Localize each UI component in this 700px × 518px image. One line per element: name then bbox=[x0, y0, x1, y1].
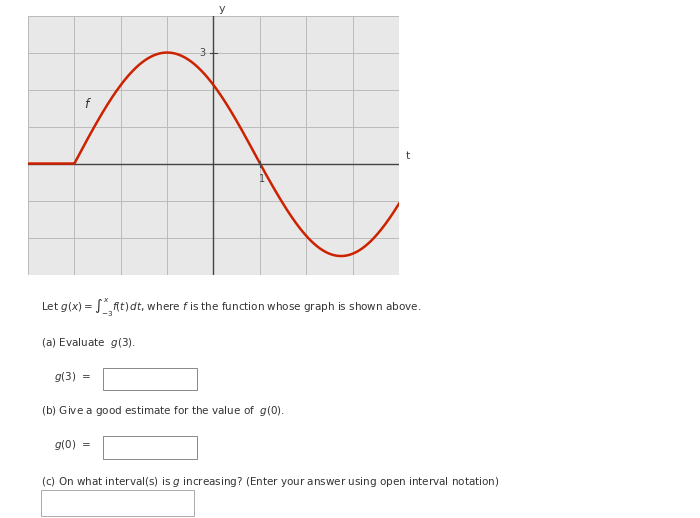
Text: (c) On what interval(s) is $g$ increasing? (Enter your answer using open interva: (c) On what interval(s) is $g$ increasin… bbox=[41, 474, 500, 488]
Text: 1: 1 bbox=[259, 174, 265, 184]
Text: 3: 3 bbox=[199, 48, 205, 57]
Text: (a) Evaluate  $g(3)$.: (a) Evaluate $g(3)$. bbox=[41, 336, 136, 350]
FancyBboxPatch shape bbox=[103, 368, 197, 391]
Text: Let $g(x) = \int_{-3}^{x} f(t)\, dt$, where $f$ is the function whose graph is s: Let $g(x) = \int_{-3}^{x} f(t)\, dt$, wh… bbox=[41, 297, 421, 319]
Text: y: y bbox=[219, 4, 225, 13]
Text: f: f bbox=[84, 98, 88, 111]
Text: (b) Give a good estimate for the value of  $g(0)$.: (b) Give a good estimate for the value o… bbox=[41, 404, 285, 418]
FancyBboxPatch shape bbox=[103, 436, 197, 459]
Text: t: t bbox=[406, 151, 410, 161]
Text: $g(3)$  =: $g(3)$ = bbox=[54, 370, 92, 384]
Text: $g(0)$  =: $g(0)$ = bbox=[54, 438, 92, 452]
FancyBboxPatch shape bbox=[41, 490, 194, 516]
